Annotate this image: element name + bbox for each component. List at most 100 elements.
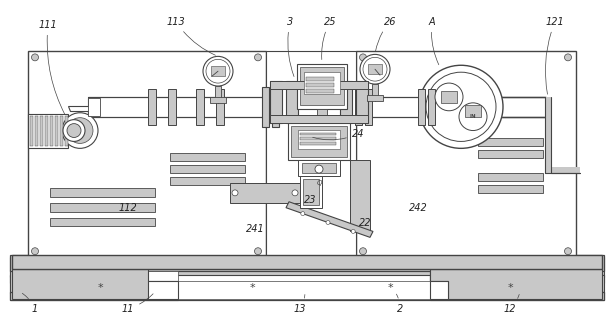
Circle shape <box>206 59 230 83</box>
Bar <box>168 89 176 125</box>
Circle shape <box>232 190 238 196</box>
Bar <box>65 116 68 146</box>
Bar <box>50 116 53 146</box>
Circle shape <box>67 118 93 143</box>
Bar <box>28 51 266 259</box>
Circle shape <box>315 165 323 173</box>
Circle shape <box>419 65 503 148</box>
Circle shape <box>31 248 39 255</box>
Bar <box>55 116 58 146</box>
Bar <box>10 255 604 271</box>
Circle shape <box>62 113 98 148</box>
Bar <box>10 275 604 283</box>
Bar <box>216 89 224 125</box>
Bar <box>430 281 448 299</box>
Circle shape <box>564 54 572 61</box>
Bar <box>298 130 340 149</box>
Circle shape <box>426 72 496 141</box>
Text: 11: 11 <box>122 294 153 314</box>
Bar <box>148 281 178 299</box>
Bar <box>50 188 155 197</box>
Bar <box>428 89 435 125</box>
Text: 2: 2 <box>397 294 403 314</box>
Polygon shape <box>10 275 148 293</box>
Bar <box>367 95 383 101</box>
Bar <box>270 115 368 123</box>
Circle shape <box>435 83 463 111</box>
Bar <box>478 138 543 146</box>
Bar <box>356 51 576 259</box>
Circle shape <box>360 54 367 61</box>
Bar <box>210 97 226 103</box>
Circle shape <box>31 54 39 61</box>
Bar <box>148 89 156 125</box>
Circle shape <box>254 54 262 61</box>
Bar <box>272 87 279 127</box>
Text: 3: 3 <box>287 17 294 77</box>
Bar <box>545 167 580 173</box>
Circle shape <box>67 124 81 138</box>
Bar <box>298 160 340 176</box>
Bar <box>35 116 38 146</box>
Polygon shape <box>430 275 604 293</box>
Bar <box>270 81 368 89</box>
Bar <box>211 66 225 76</box>
Text: *: * <box>97 283 103 293</box>
Circle shape <box>459 103 487 131</box>
Bar <box>60 116 63 146</box>
Text: *: * <box>387 283 393 293</box>
Circle shape <box>301 212 305 216</box>
Bar <box>350 160 370 231</box>
Text: 1: 1 <box>22 293 38 314</box>
Circle shape <box>363 57 387 81</box>
Bar <box>478 173 543 181</box>
Bar <box>317 109 327 117</box>
Bar <box>40 116 43 146</box>
Bar <box>270 81 282 123</box>
Bar <box>10 292 604 300</box>
Bar <box>303 179 319 205</box>
Bar <box>50 203 155 212</box>
Bar <box>478 185 543 193</box>
Text: 242: 242 <box>409 203 427 213</box>
Bar <box>356 100 461 114</box>
Bar <box>297 64 347 109</box>
Circle shape <box>564 248 572 255</box>
Bar <box>304 72 340 94</box>
Bar <box>30 116 33 146</box>
Polygon shape <box>430 269 602 299</box>
Text: 13: 13 <box>293 295 306 314</box>
Bar <box>478 150 543 158</box>
Bar <box>288 123 350 160</box>
Bar <box>230 183 300 203</box>
Circle shape <box>63 120 85 141</box>
Text: 12: 12 <box>503 295 519 314</box>
Bar <box>300 138 336 140</box>
Bar <box>340 81 352 123</box>
Polygon shape <box>286 202 373 237</box>
Bar <box>178 281 430 299</box>
Circle shape <box>351 230 356 233</box>
Circle shape <box>326 220 330 225</box>
Bar <box>302 163 336 173</box>
Polygon shape <box>430 270 604 300</box>
Bar <box>50 218 155 226</box>
Text: 25: 25 <box>322 17 336 60</box>
Bar <box>300 176 322 208</box>
Bar <box>170 177 245 185</box>
Text: 113: 113 <box>166 17 216 55</box>
Text: IN: IN <box>470 114 476 119</box>
Text: *: * <box>249 283 255 293</box>
Bar <box>365 89 372 125</box>
Text: Q: Q <box>316 180 322 186</box>
Bar <box>88 100 270 114</box>
Bar <box>10 257 604 277</box>
Bar <box>306 83 334 87</box>
Text: A: A <box>429 17 439 65</box>
Bar <box>88 97 270 117</box>
Bar <box>170 165 245 173</box>
Text: 26: 26 <box>375 17 396 52</box>
Polygon shape <box>10 270 178 300</box>
Bar <box>356 81 368 123</box>
Bar <box>196 89 204 125</box>
